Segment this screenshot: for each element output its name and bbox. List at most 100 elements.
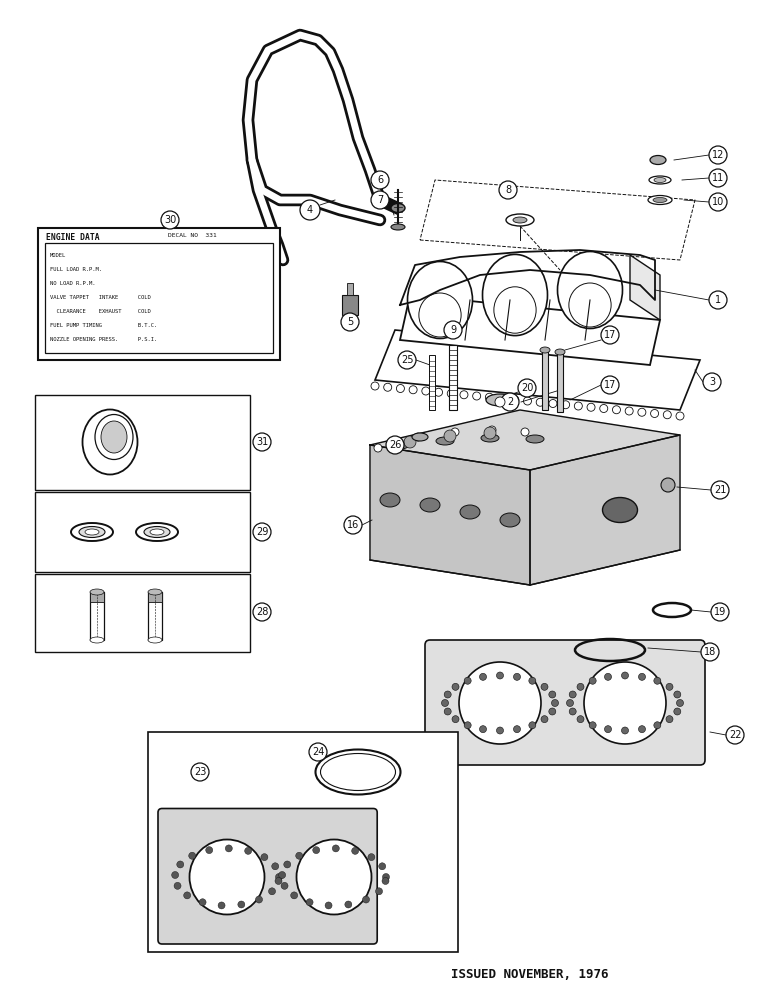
- Circle shape: [177, 861, 184, 868]
- Ellipse shape: [584, 662, 666, 744]
- Text: DECAL NO  331: DECAL NO 331: [168, 233, 217, 238]
- Circle shape: [625, 407, 633, 415]
- Ellipse shape: [602, 497, 638, 522]
- Ellipse shape: [90, 637, 104, 643]
- Circle shape: [495, 397, 505, 407]
- Circle shape: [513, 726, 520, 733]
- FancyBboxPatch shape: [425, 640, 705, 765]
- Circle shape: [341, 313, 359, 331]
- Text: 5: 5: [347, 317, 353, 327]
- Circle shape: [325, 902, 332, 909]
- Circle shape: [382, 874, 390, 880]
- Ellipse shape: [144, 526, 170, 538]
- Circle shape: [589, 677, 596, 684]
- Bar: [35, 574, 250, 652]
- Ellipse shape: [148, 637, 162, 643]
- Text: 20: 20: [521, 383, 533, 393]
- Circle shape: [486, 393, 493, 401]
- Ellipse shape: [500, 513, 520, 527]
- Circle shape: [404, 436, 416, 448]
- Ellipse shape: [85, 529, 99, 535]
- Circle shape: [676, 412, 684, 420]
- Circle shape: [313, 847, 320, 854]
- Circle shape: [371, 191, 389, 209]
- Bar: [542, 350, 548, 410]
- Circle shape: [344, 516, 362, 534]
- Ellipse shape: [391, 441, 409, 449]
- Ellipse shape: [408, 261, 472, 338]
- Circle shape: [498, 394, 506, 402]
- Ellipse shape: [649, 176, 671, 184]
- Circle shape: [345, 901, 352, 908]
- Bar: [45, 243, 273, 353]
- Bar: [429, 355, 435, 410]
- Text: 7: 7: [377, 195, 383, 205]
- Circle shape: [488, 426, 496, 434]
- Circle shape: [296, 852, 303, 859]
- Circle shape: [496, 672, 503, 679]
- Bar: [557, 352, 563, 412]
- Circle shape: [661, 478, 675, 492]
- Circle shape: [284, 861, 291, 868]
- Bar: [342, 295, 358, 315]
- Polygon shape: [370, 445, 530, 585]
- Text: 28: 28: [256, 607, 268, 617]
- Ellipse shape: [420, 498, 440, 512]
- Ellipse shape: [412, 433, 428, 441]
- Ellipse shape: [136, 523, 178, 541]
- Circle shape: [529, 677, 536, 684]
- Ellipse shape: [296, 840, 371, 914]
- Circle shape: [394, 438, 402, 446]
- Circle shape: [275, 877, 282, 884]
- Circle shape: [444, 708, 451, 715]
- Text: FULL LOAD R.P.M.: FULL LOAD R.P.M.: [50, 267, 102, 272]
- Circle shape: [352, 847, 359, 854]
- Circle shape: [184, 892, 191, 899]
- Polygon shape: [530, 435, 680, 585]
- Circle shape: [569, 691, 576, 698]
- Circle shape: [589, 722, 596, 729]
- Circle shape: [666, 683, 673, 690]
- Circle shape: [479, 673, 486, 680]
- Ellipse shape: [380, 493, 400, 507]
- Text: NOZZLE OPENING PRESS.      P.S.I.: NOZZLE OPENING PRESS. P.S.I.: [50, 337, 157, 342]
- Text: 10: 10: [712, 197, 724, 207]
- Circle shape: [309, 743, 327, 761]
- Circle shape: [256, 896, 262, 903]
- Polygon shape: [375, 330, 700, 410]
- Bar: [449, 345, 457, 410]
- Circle shape: [379, 863, 386, 870]
- Circle shape: [541, 716, 548, 723]
- Circle shape: [460, 391, 468, 399]
- Circle shape: [464, 722, 471, 729]
- Circle shape: [501, 393, 519, 411]
- Text: 12: 12: [712, 150, 724, 160]
- Circle shape: [375, 888, 383, 895]
- Text: 16: 16: [347, 520, 359, 530]
- Circle shape: [561, 401, 570, 409]
- Circle shape: [191, 763, 209, 781]
- Circle shape: [709, 169, 727, 187]
- Circle shape: [601, 376, 619, 394]
- Circle shape: [549, 691, 556, 698]
- Circle shape: [253, 603, 271, 621]
- Text: 6: 6: [377, 175, 383, 185]
- Circle shape: [549, 399, 557, 408]
- Circle shape: [371, 382, 379, 390]
- Circle shape: [218, 902, 225, 909]
- Bar: [90, 592, 104, 640]
- Circle shape: [703, 373, 721, 391]
- Text: 18: 18: [704, 647, 716, 657]
- Ellipse shape: [555, 349, 565, 355]
- Polygon shape: [370, 410, 680, 470]
- Circle shape: [452, 683, 459, 690]
- Circle shape: [444, 430, 456, 442]
- Circle shape: [663, 411, 672, 419]
- Text: 25: 25: [401, 355, 413, 365]
- Circle shape: [161, 211, 179, 229]
- Circle shape: [253, 433, 271, 451]
- Circle shape: [499, 181, 517, 199]
- Text: ENGINE DATA: ENGINE DATA: [46, 233, 100, 242]
- Ellipse shape: [148, 589, 162, 595]
- Ellipse shape: [460, 505, 480, 519]
